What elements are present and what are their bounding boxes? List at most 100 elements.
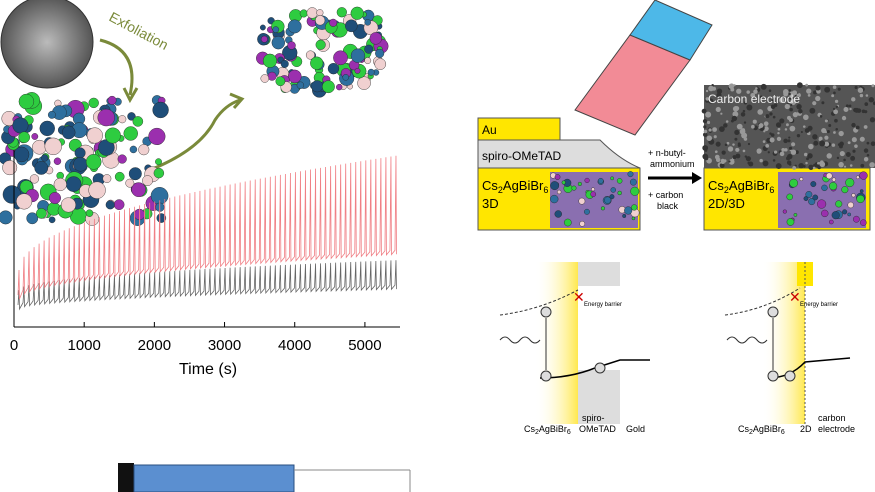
atom	[600, 206, 605, 211]
atom	[262, 53, 278, 68]
carbon-grain	[784, 103, 790, 110]
carbon-grain	[770, 133, 775, 137]
band-label: spiro-	[582, 413, 605, 423]
carbon-grain	[705, 89, 709, 93]
atom	[53, 157, 62, 165]
carbon-grain	[812, 166, 816, 170]
carbon-grain	[788, 146, 793, 150]
carbon-grain	[861, 109, 866, 114]
atom	[835, 200, 843, 208]
carbon-grain	[740, 112, 746, 117]
carbon-grain	[869, 117, 875, 123]
carbon-grain	[728, 158, 735, 165]
atom	[85, 154, 102, 170]
carbon-grain	[831, 94, 835, 98]
carbon-grain	[742, 149, 746, 153]
atom	[808, 198, 816, 206]
carbon-grain	[796, 82, 803, 89]
carbon-grain	[833, 109, 839, 115]
cb	[724, 287, 801, 316]
carbon-grain	[834, 118, 838, 123]
atom	[803, 196, 809, 201]
carbon-grain	[745, 156, 752, 162]
carbon-grain	[701, 108, 707, 114]
carbon-grain	[824, 130, 828, 134]
atom	[296, 81, 305, 89]
eraser-tip	[629, 0, 713, 61]
atom	[557, 189, 562, 195]
carbon-grain	[851, 122, 856, 128]
atom	[859, 171, 868, 180]
crystal	[550, 172, 638, 228]
cb	[499, 289, 579, 316]
carbon-grain	[791, 142, 796, 147]
carbon-grain	[849, 164, 853, 167]
carbon-grain	[767, 151, 770, 154]
atom	[812, 194, 819, 201]
atom	[810, 181, 817, 187]
atom	[148, 127, 166, 145]
atom	[88, 181, 106, 199]
atom	[156, 213, 167, 223]
carbon-grain	[702, 153, 709, 160]
atom	[153, 167, 165, 179]
atom	[590, 191, 597, 197]
atom	[825, 172, 833, 180]
carbon-grain	[746, 104, 753, 111]
carbon-grain	[708, 98, 714, 104]
carbon-grain	[762, 160, 769, 167]
atom	[610, 187, 616, 193]
atom	[610, 176, 614, 181]
atom	[138, 144, 150, 156]
carbon-grain	[716, 88, 723, 94]
atom	[39, 120, 55, 137]
carbon-grain	[732, 155, 737, 160]
band-yellow	[762, 262, 805, 424]
carbon-grain	[807, 94, 811, 97]
carbon-grain	[809, 107, 816, 114]
carbon-grain	[808, 143, 814, 150]
carbon-grain	[772, 115, 776, 119]
carbon-grain	[763, 130, 766, 133]
atom	[132, 116, 144, 127]
atom	[550, 194, 559, 204]
carbon-grain	[724, 143, 728, 147]
atom	[48, 216, 56, 224]
formula: Cs2AgBiBr6	[708, 178, 774, 195]
atom	[367, 68, 375, 76]
carbon-grain	[802, 125, 806, 128]
carbon-grain	[713, 135, 717, 139]
atom	[851, 193, 856, 198]
carbon-grain	[719, 126, 725, 132]
carbon-grain	[854, 85, 858, 90]
carbon-grain	[835, 105, 839, 108]
atom	[49, 192, 61, 204]
hole	[594, 362, 606, 374]
carbon-grain	[715, 106, 721, 113]
carbon-grain	[751, 124, 755, 129]
arrow-head	[229, 92, 245, 109]
atom	[631, 204, 638, 211]
step: ammonium	[650, 159, 695, 169]
formula: Cs2AgBiBr6	[524, 424, 571, 436]
atom	[155, 158, 162, 166]
atom	[597, 177, 604, 184]
atom	[853, 215, 860, 223]
atom	[327, 62, 340, 75]
carbon-grain	[728, 83, 735, 89]
carbon-grain	[743, 101, 748, 105]
atom	[114, 171, 125, 182]
photon	[726, 336, 768, 344]
atom	[374, 58, 387, 70]
electron	[540, 306, 552, 318]
carbon-grain	[732, 111, 739, 118]
atom	[315, 39, 326, 50]
atom	[53, 177, 67, 191]
electron	[767, 306, 779, 318]
carbon-grain	[765, 143, 770, 148]
carbon-grain	[843, 158, 846, 162]
atom	[127, 112, 136, 121]
atom	[60, 197, 77, 213]
atom	[845, 178, 855, 188]
carbon-grain	[792, 112, 798, 118]
